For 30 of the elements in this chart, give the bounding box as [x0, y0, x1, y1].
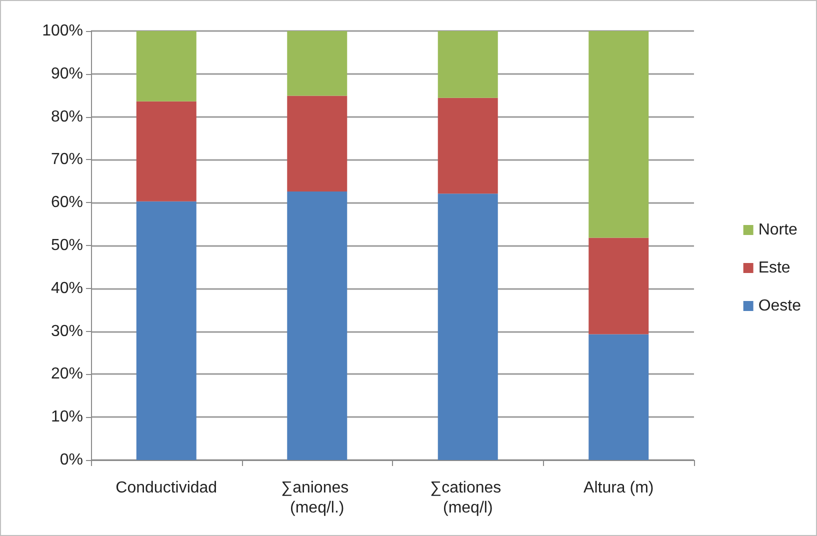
y-tick-label: 20% — [50, 366, 83, 383]
y-tick-label: 100% — [42, 22, 83, 40]
legend-label: Este — [758, 260, 790, 276]
bar — [287, 31, 348, 96]
y-tick-label: 40% — [50, 280, 83, 297]
y-tick-label: 50% — [50, 237, 83, 254]
bar — [588, 31, 649, 238]
bar — [287, 191, 348, 460]
legend-label: Oeste — [758, 298, 802, 314]
x-tick-label: ∑cationes (meq/l) — [430, 480, 506, 516]
y-tick-label: 10% — [50, 408, 83, 426]
y-tick-label: 70% — [50, 151, 83, 168]
bar — [136, 201, 196, 460]
bar — [588, 238, 649, 334]
y-tick-label: 60% — [50, 194, 83, 212]
bar — [438, 194, 498, 460]
x-tick-label: ∑aniones (meq/l.) — [281, 480, 354, 516]
y-tick-label: 30% — [50, 322, 83, 340]
bar — [136, 31, 196, 102]
y-tick-label: 90% — [50, 65, 83, 82]
legend-label: Norte — [758, 222, 798, 238]
y-tick-label: 80% — [50, 108, 83, 126]
bar — [438, 98, 498, 194]
bar — [287, 96, 348, 192]
bar — [136, 101, 196, 202]
bar — [438, 31, 498, 98]
bar — [588, 334, 649, 460]
x-tick-label: Conductividad — [116, 480, 218, 496]
x-tick-label: Altura (m) — [584, 480, 654, 496]
y-tick-label: 0% — [60, 452, 83, 468]
